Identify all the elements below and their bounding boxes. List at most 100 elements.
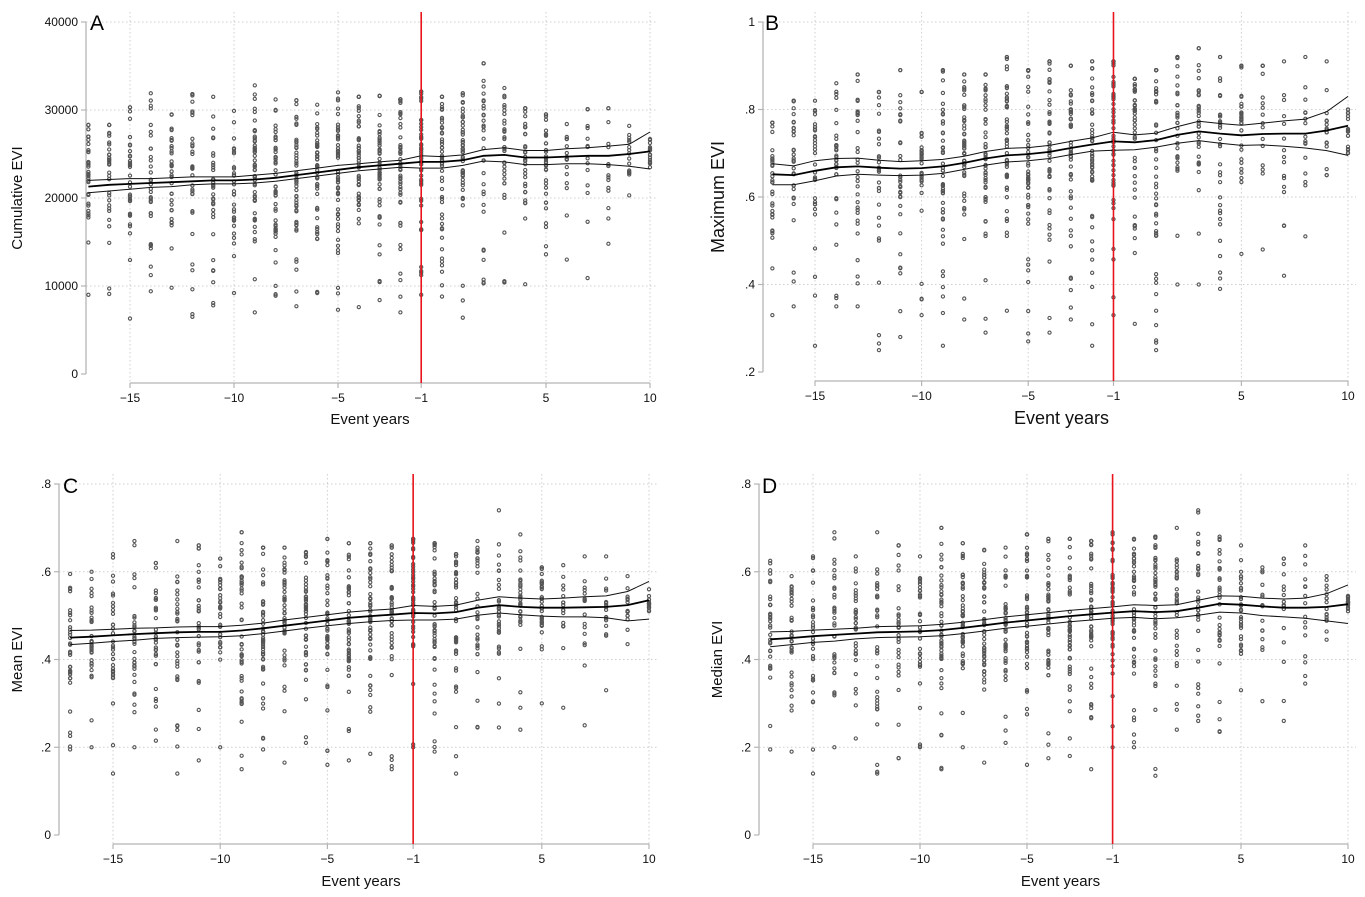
data-point	[196, 726, 201, 732]
data-point	[190, 110, 195, 115]
data-point	[561, 563, 566, 568]
data-point	[768, 612, 773, 618]
data-point	[982, 687, 987, 692]
data-point	[1068, 123, 1073, 129]
data-point	[1260, 163, 1265, 168]
data-point	[960, 710, 965, 716]
data-point	[1175, 83, 1180, 88]
data-point	[1004, 162, 1010, 167]
data-point	[768, 623, 773, 628]
data-point	[1153, 228, 1159, 234]
data-point	[377, 112, 382, 118]
data-point	[1217, 136, 1223, 142]
data-point	[960, 597, 965, 603]
data-point	[983, 330, 988, 335]
x-tick-label: 5	[1238, 852, 1245, 866]
data-point	[853, 598, 858, 604]
data-point	[1196, 282, 1201, 287]
data-point	[239, 647, 244, 652]
data-point	[211, 160, 216, 165]
data-point	[855, 258, 860, 263]
x-tick-label: −1	[406, 852, 420, 866]
data-point	[523, 150, 528, 155]
panel-label: B	[765, 12, 779, 35]
data-point	[1132, 250, 1137, 256]
data-point	[940, 310, 946, 316]
data-point	[940, 121, 946, 126]
data-point	[855, 205, 860, 210]
data-point	[335, 197, 341, 203]
data-point	[110, 643, 116, 648]
data-point	[153, 565, 159, 570]
data-point	[1067, 634, 1072, 640]
data-point	[627, 161, 632, 166]
data-point	[252, 197, 257, 203]
data-point	[1153, 564, 1158, 569]
data-point	[1068, 244, 1073, 249]
data-point	[127, 211, 133, 216]
data-point	[982, 672, 987, 677]
data-point	[1217, 114, 1223, 119]
data-point	[1217, 576, 1222, 581]
data-point	[1003, 660, 1008, 665]
data-point	[260, 666, 266, 671]
data-point	[1153, 191, 1159, 196]
data-point	[315, 111, 320, 116]
data-point	[1175, 120, 1180, 125]
data-point	[453, 640, 459, 645]
data-point	[1174, 648, 1179, 654]
data-point	[475, 550, 480, 555]
data-point	[211, 135, 216, 140]
data-point	[582, 597, 587, 603]
data-point	[1238, 622, 1244, 627]
data-point	[1132, 224, 1137, 229]
data-point	[460, 93, 465, 98]
data-point	[190, 268, 195, 273]
data-point	[496, 542, 502, 547]
data-point	[107, 157, 112, 162]
data-point	[564, 186, 569, 191]
data-point	[1196, 531, 1201, 536]
data-point	[1281, 114, 1287, 119]
data-point	[1324, 629, 1329, 634]
data-point	[303, 740, 309, 746]
data-point	[356, 179, 361, 184]
data-point	[153, 738, 159, 743]
data-point	[325, 591, 330, 596]
data-point	[107, 152, 112, 157]
panel-label: C	[63, 475, 78, 498]
data-point	[834, 304, 839, 309]
ci-lower-line	[70, 612, 650, 646]
data-point	[1004, 164, 1010, 169]
data-point	[346, 608, 351, 614]
fit-line	[88, 150, 651, 188]
data-point	[252, 134, 257, 139]
data-point	[335, 228, 341, 234]
data-point	[196, 585, 201, 590]
data-point	[475, 570, 480, 575]
data-point	[1046, 552, 1051, 558]
data-point	[432, 624, 437, 629]
data-point	[1153, 98, 1159, 104]
data-point	[1238, 614, 1244, 620]
data-point	[812, 199, 818, 205]
data-point	[67, 670, 73, 675]
data-point	[518, 615, 523, 620]
data-point	[303, 662, 309, 667]
data-point	[523, 190, 528, 195]
data-point	[940, 161, 946, 166]
data-point	[791, 148, 796, 153]
data-point	[1260, 699, 1265, 704]
data-point	[1047, 173, 1052, 179]
data-point	[453, 684, 459, 689]
data-point	[1303, 553, 1308, 559]
data-point	[1303, 562, 1308, 567]
data-point	[1153, 86, 1159, 91]
data-point	[789, 674, 794, 679]
data-point	[368, 705, 373, 710]
data-point	[1260, 105, 1265, 110]
data-point	[294, 116, 299, 121]
data-point	[368, 541, 373, 546]
data-point	[460, 137, 465, 143]
data-point	[335, 125, 341, 130]
